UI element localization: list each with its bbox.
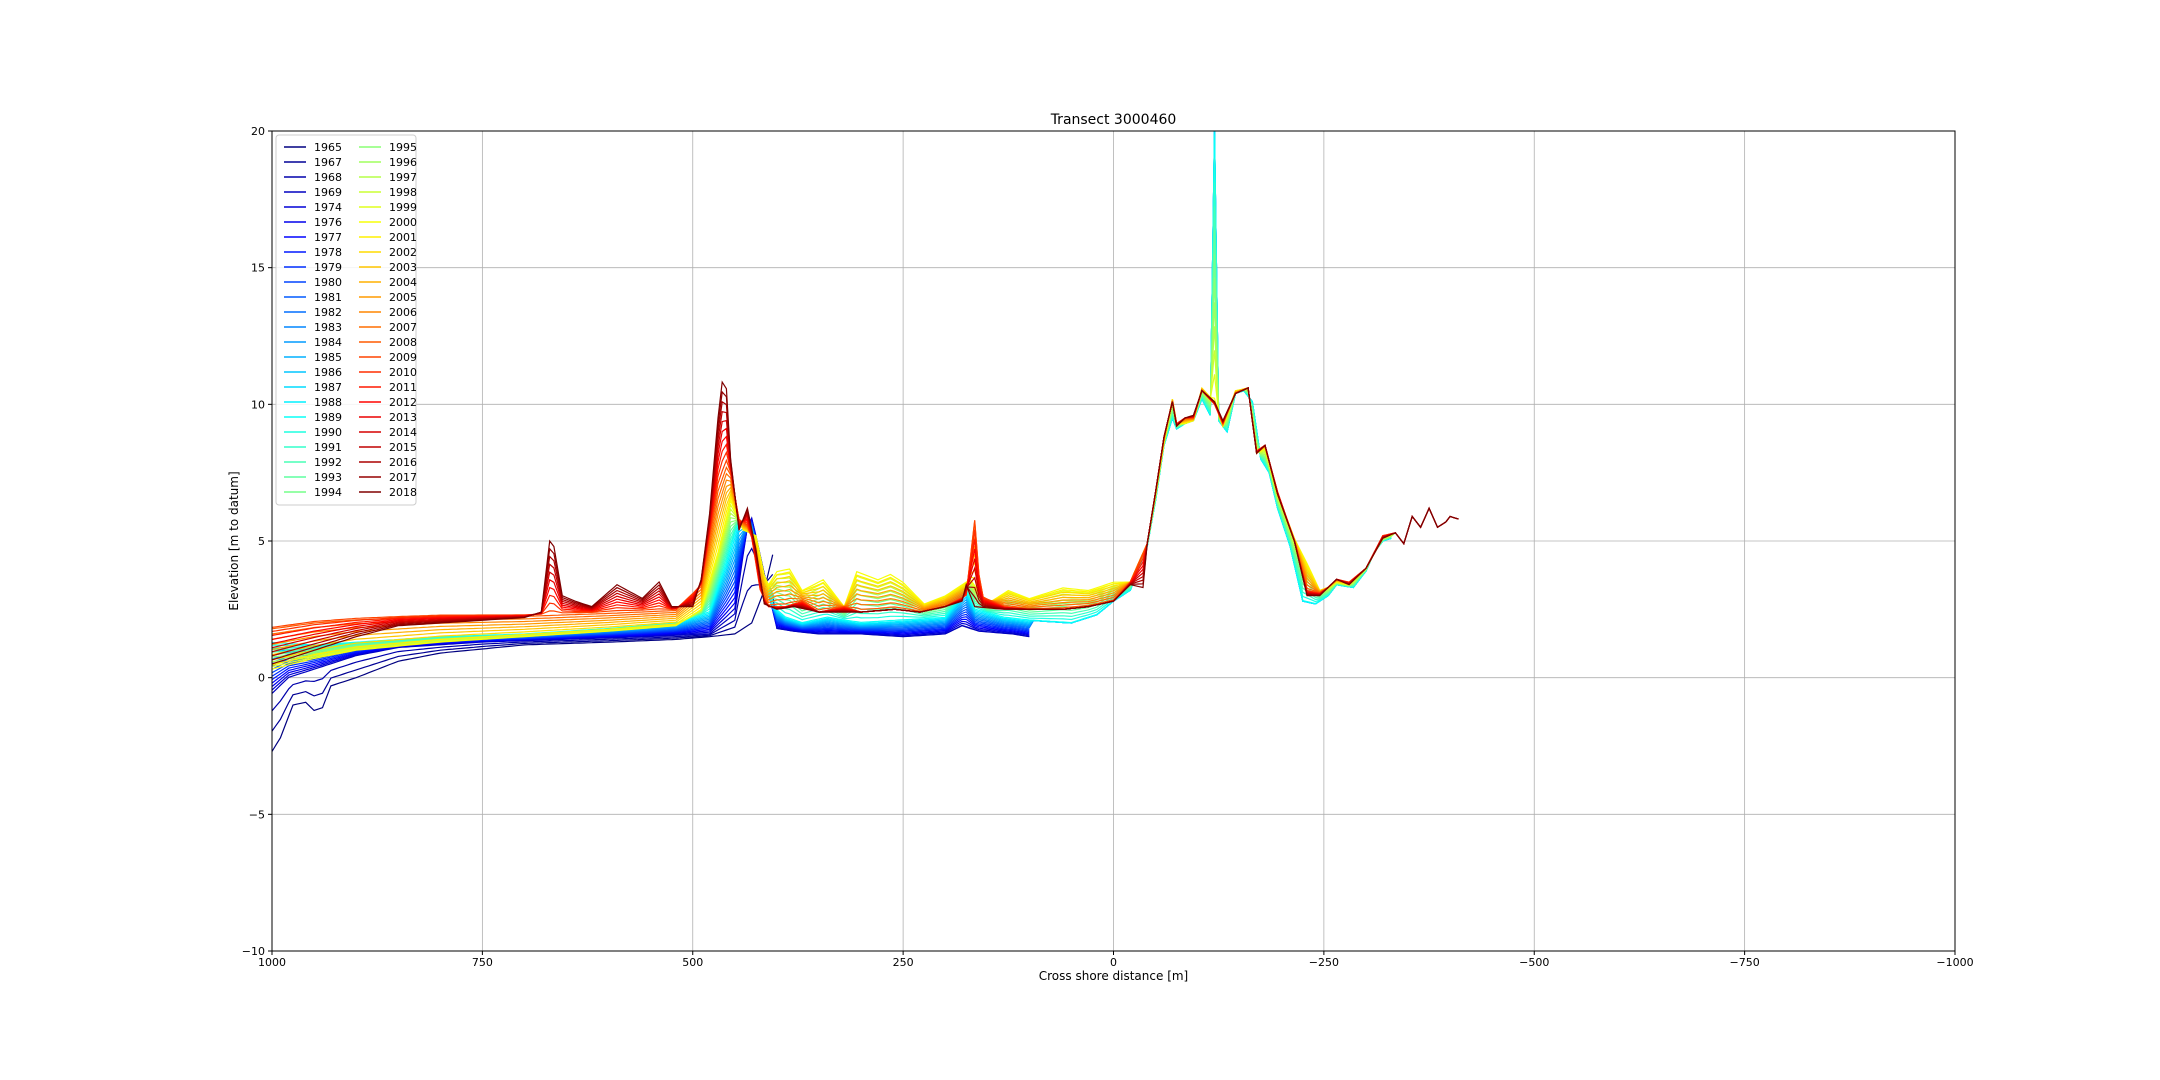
legend-label: 2009 [389, 351, 417, 364]
legend-label: 2002 [389, 246, 417, 259]
legend-label: 1998 [389, 186, 417, 199]
legend-label: 2001 [389, 231, 417, 244]
x-tick-label: 750 [472, 956, 493, 969]
legend-label: 2008 [389, 336, 417, 349]
legend-label: 1977 [314, 231, 342, 244]
legend-label: 1991 [314, 441, 342, 454]
legend-label: 2014 [389, 426, 417, 439]
legend-label: 1982 [314, 306, 342, 319]
x-tick-label: 500 [682, 956, 703, 969]
legend-label: 2000 [389, 216, 417, 229]
legend-label: 1994 [314, 486, 342, 499]
series-line-1990 [271, 158, 1392, 647]
x-tick-label: 0 [1110, 956, 1117, 969]
series-line-1967 [271, 574, 774, 732]
series-line-2018 [271, 380, 1459, 665]
legend-label: 2011 [389, 381, 417, 394]
x-tick-label: −1000 [1936, 956, 1973, 969]
grid-lines [271, 130, 1956, 952]
legend: 1965 1967 1968 1969 1974 1976 1977 1978 1979 1980… [275, 134, 417, 506]
x-tick-label: −750 [1730, 956, 1760, 969]
legend-label: 1987 [314, 381, 342, 394]
legend-label: 1983 [314, 321, 342, 334]
legend-label: 2003 [389, 261, 417, 274]
y-tick-label: 10 [251, 398, 265, 411]
legend-label: 1999 [389, 201, 417, 214]
series-line-1965 [271, 554, 774, 752]
series-line-1986 [271, 130, 1392, 653]
legend-label: 1989 [314, 411, 342, 424]
legend-label: 1985 [314, 351, 342, 364]
legend-label: 1967 [314, 156, 342, 169]
y-tick-label: 15 [251, 262, 265, 275]
series-line-1988 [272, 130, 1392, 647]
legend-label: 1992 [314, 456, 342, 469]
legend-label: 1968 [314, 171, 342, 184]
legend-label: 2017 [389, 471, 417, 484]
y-tick-label: −10 [242, 945, 265, 958]
legend-label: 1981 [314, 291, 342, 304]
series-line-1984 [271, 130, 1392, 660]
chart-title: Transect 3000460 [1050, 112, 1177, 128]
legend-label: 1996 [389, 156, 417, 169]
legend-label: 1997 [389, 171, 417, 184]
series-line-1989 [271, 134, 1392, 646]
legend-label: 1974 [314, 201, 342, 214]
legend-label: 2005 [389, 291, 417, 304]
y-tick-label: 5 [258, 535, 265, 548]
legend-label: 2012 [389, 396, 417, 409]
y-tick-label: 0 [258, 672, 265, 685]
y-axis-title: Elevation [m to datum] [227, 471, 241, 610]
y-axis-ticks: −10 −5 0 5 10 15 20 [242, 125, 272, 958]
legend-label: 2016 [389, 456, 417, 469]
legend-label: 1995 [389, 141, 417, 154]
series-line-1991 [272, 182, 1392, 649]
y-tick-label: 20 [251, 125, 265, 138]
legend-box [275, 134, 417, 506]
legend-label: 1976 [314, 216, 342, 229]
legend-label: 1988 [314, 396, 342, 409]
series-line-1983 [271, 130, 1392, 663]
legend-label: 1980 [314, 276, 342, 289]
legend-label: 1986 [314, 366, 342, 379]
series-line-1992 [271, 206, 1392, 651]
series-line-1982 [271, 130, 1392, 667]
legend-label: 1990 [314, 426, 342, 439]
legend-label: 1979 [314, 261, 342, 274]
y-tick-label: −5 [249, 808, 265, 821]
legend-label: 1978 [314, 246, 342, 259]
legend-label: 2004 [389, 276, 417, 289]
legend-label: 1984 [314, 336, 342, 349]
x-tick-label: 1000 [258, 956, 286, 969]
legend-label: 1969 [314, 186, 342, 199]
x-tick-label: −500 [1519, 956, 1549, 969]
x-tick-label: 250 [893, 956, 914, 969]
legend-label: 2015 [389, 441, 417, 454]
series-line-1993 [271, 230, 1392, 653]
series-line-1987 [271, 130, 1392, 650]
legend-label: 1965 [314, 141, 342, 154]
legend-label: 2010 [389, 366, 417, 379]
legend-label: 2006 [389, 306, 417, 319]
series-lines [271, 130, 1459, 752]
x-axis-title: Cross shore distance [m] [1039, 969, 1189, 983]
legend-label: 2007 [389, 321, 417, 334]
x-axis-ticks: 1000 750 500 250 0 −250 −500 −750 −1000 [258, 951, 1974, 969]
x-tick-label: −250 [1309, 956, 1339, 969]
series-line-1985 [271, 130, 1392, 657]
legend-label: 1993 [314, 471, 342, 484]
legend-label: 2018 [389, 486, 417, 499]
legend-label: 2013 [389, 411, 417, 424]
